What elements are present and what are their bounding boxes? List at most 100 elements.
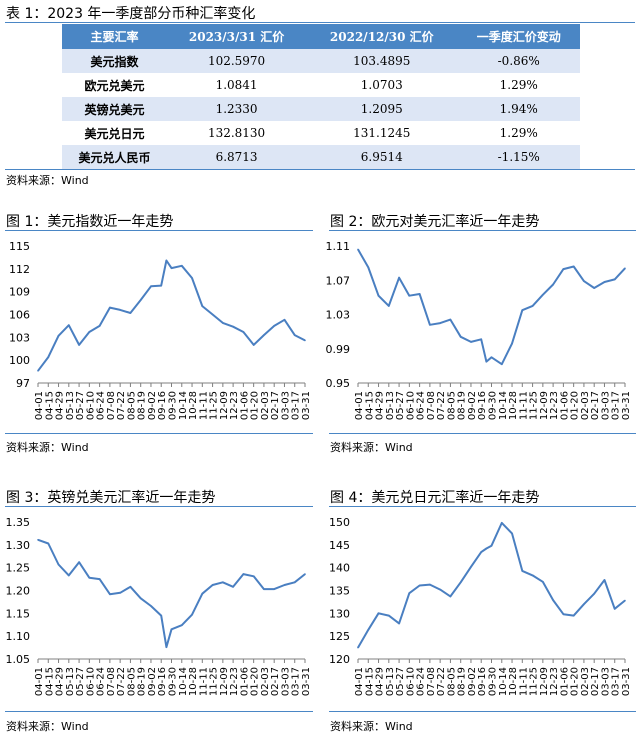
x-tick-label: 10-14 <box>178 667 189 696</box>
x-tick-label: 12-23 <box>229 667 240 696</box>
data-point <box>37 539 39 541</box>
y-tick-label: 145 <box>329 539 350 552</box>
table-cell: 6.9514 <box>306 145 458 169</box>
x-tick-label: 06-24 <box>96 391 107 420</box>
table-cell: 美元指数 <box>62 49 168 73</box>
x-tick-label: 12-09 <box>219 667 230 696</box>
table-cell: 131.1245 <box>353 126 411 140</box>
data-point <box>531 305 534 307</box>
y-tick-label: 100 <box>9 354 30 367</box>
x-tick-label: 04-29 <box>375 391 386 420</box>
chart-title: 图 1：美元指数近一年走势 <box>6 214 174 230</box>
data-point <box>293 581 296 584</box>
data-point <box>470 341 472 343</box>
y-tick-label: 1.35 <box>6 516 31 529</box>
data-point <box>521 309 524 311</box>
data-point <box>511 342 513 345</box>
data-point <box>88 576 91 579</box>
y-tick-label: 150 <box>329 516 350 529</box>
table-cell: 1.0841 <box>215 78 258 92</box>
chart-top-rule <box>5 230 313 231</box>
data-point <box>37 370 39 372</box>
data-point <box>398 276 400 279</box>
data-point <box>139 597 142 600</box>
x-tick-label: 09-30 <box>168 667 179 696</box>
data-point <box>263 588 265 590</box>
x-tick-label: 07-08 <box>426 391 437 420</box>
data-point <box>542 581 544 583</box>
fx-rate-table: 主要汇率 2023/3/31 汇价 2022/12/30 汇价 一季度汇价变动 … <box>62 24 580 169</box>
y-tick-label: 1.03 <box>326 309 351 322</box>
data-point <box>501 363 503 365</box>
chart-source: 资料来源：Wind <box>330 441 413 454</box>
data-point <box>232 586 234 588</box>
x-tick-label: 12-23 <box>549 667 560 696</box>
x-tick-label: 05-27 <box>75 667 86 696</box>
x-tick-label: 05-13 <box>65 391 76 420</box>
x-tick-label: 11-11 <box>198 667 209 696</box>
x-tick-label: 03-03 <box>600 667 611 696</box>
y-tick-label: 1.11 <box>326 240 351 253</box>
data-point <box>57 563 60 566</box>
x-tick-label: 12-09 <box>539 391 550 420</box>
table-cell: 1.2095 <box>306 97 458 121</box>
table-cell: -0.86% <box>457 49 580 73</box>
chart-title: 图 2：欧元对美元汇率近一年走势 <box>330 214 540 230</box>
data-point <box>201 592 204 595</box>
y-tick-label: 106 <box>9 309 30 322</box>
x-tick-label: 04-01 <box>354 667 365 696</box>
chart-source: 资料来源：Wind <box>330 720 413 733</box>
data-point <box>398 622 400 625</box>
data-point <box>367 629 370 631</box>
y-tick-label: 109 <box>9 286 30 299</box>
data-point <box>211 584 214 586</box>
header-cell: 2023/3/31 汇价 <box>167 24 307 49</box>
y-tick-label: 0.95 <box>326 377 351 390</box>
x-tick-label: 06-24 <box>416 667 427 696</box>
data-point <box>449 595 452 598</box>
table-row: 英镑兑美元 1.2330 1.2095 1.94% <box>62 97 580 121</box>
data-point <box>583 603 585 605</box>
data-point <box>562 268 565 270</box>
x-tick-label: 03-31 <box>301 667 312 696</box>
data-point <box>293 334 296 336</box>
data-point <box>242 331 245 333</box>
data-point <box>68 324 70 326</box>
x-tick-label: 06-24 <box>416 391 427 420</box>
x-tick-label: 04-15 <box>44 391 55 420</box>
data-point <box>78 561 80 563</box>
x-tick-label: 06-10 <box>405 391 416 420</box>
table-cell: 1.0703 <box>360 78 403 92</box>
y-tick-label: 1.20 <box>6 585 31 598</box>
x-tick-label: 04-01 <box>34 667 45 696</box>
data-point <box>119 592 121 594</box>
data-point <box>263 334 265 336</box>
data-point <box>603 579 606 581</box>
data-point <box>211 313 214 316</box>
x-tick-label: 01-20 <box>570 391 581 420</box>
chart-bottom-rule <box>329 433 636 434</box>
x-tick-label: 12-23 <box>229 391 240 420</box>
x-tick-label: 01-06 <box>239 391 250 420</box>
x-tick-label: 11-11 <box>198 391 209 420</box>
data-point <box>613 608 616 610</box>
data-point <box>572 614 575 617</box>
y-tick-label: 1.15 <box>6 607 31 620</box>
data-point <box>98 325 101 327</box>
chart-top-rule <box>329 230 636 231</box>
data-point <box>283 319 286 321</box>
x-tick-label: 08-19 <box>137 391 148 420</box>
x-tick-label: 03-31 <box>621 391 632 420</box>
chart-title: 图 4：美元兑日元汇率近一年走势 <box>330 490 540 506</box>
x-tick-label: 04-29 <box>55 667 66 696</box>
data-point <box>242 573 245 575</box>
x-tick-label: 06-24 <box>96 667 107 696</box>
data-point <box>572 265 575 268</box>
x-tick-label: 07-08 <box>426 667 437 696</box>
x-tick-label: 08-19 <box>457 391 468 420</box>
data-point <box>552 599 554 601</box>
table-cell: 6.8713 <box>167 145 307 169</box>
chart-source: 资料来源：Wind <box>6 441 89 454</box>
data-point <box>501 522 503 524</box>
data-point <box>459 336 462 338</box>
